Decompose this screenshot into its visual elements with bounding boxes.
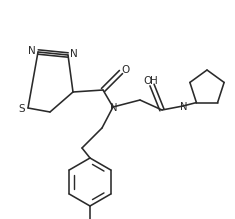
Text: N: N	[180, 102, 188, 112]
Text: N: N	[70, 49, 78, 59]
Text: N: N	[28, 46, 36, 56]
Text: N: N	[110, 103, 118, 113]
Text: O: O	[143, 76, 151, 86]
Text: S: S	[19, 104, 25, 114]
Text: O: O	[122, 65, 130, 75]
Text: H: H	[150, 76, 158, 86]
